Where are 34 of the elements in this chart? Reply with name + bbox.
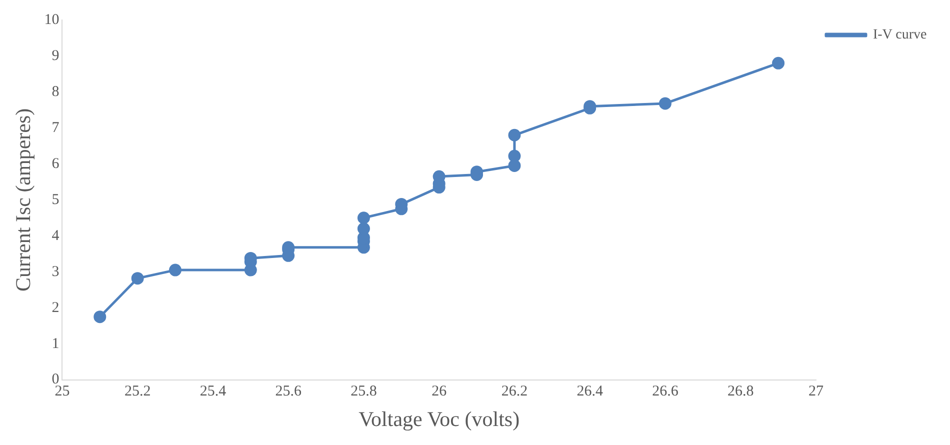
point [357, 212, 370, 224]
y-tick-label: 1 [52, 336, 60, 352]
y-tick-label: 9 [52, 48, 60, 64]
y-tick-label: 10 [44, 12, 60, 28]
point [658, 97, 672, 110]
point [94, 310, 106, 324]
y-tick-label: 6 [52, 156, 60, 172]
x-tick-label: 25.2 [124, 384, 151, 400]
x-tick-label: 25 [54, 384, 70, 400]
point [508, 128, 521, 142]
point [131, 272, 144, 285]
legend-label: I-V curve [872, 28, 927, 43]
point [508, 159, 521, 172]
point [169, 264, 182, 276]
x-axis-title: Voltage Voc (volts) [358, 406, 520, 431]
x-tick-label: 26 [432, 384, 448, 400]
y-tick-label: 4 [52, 228, 60, 244]
y-tick-label: 5 [52, 192, 60, 208]
y-tick-label: 8 [52, 84, 60, 100]
point [772, 56, 785, 70]
x-tick-label: 26.8 [727, 384, 754, 400]
y-tick-label: 2 [52, 300, 60, 316]
x-tick-label: 25.8 [350, 384, 377, 400]
x-tick-label: 26.2 [501, 384, 528, 400]
x-tick-label: 25.4 [200, 384, 227, 400]
y-axis-title: Current Isc (amperes) [11, 108, 36, 292]
point [357, 222, 370, 235]
x-tick-label: 26.6 [652, 384, 679, 400]
x-tick-label: 26.4 [576, 384, 604, 400]
y-tick-label: 3 [52, 264, 60, 280]
y-tick-label: 7 [52, 120, 60, 136]
x-tick-label: 25.6 [275, 384, 302, 400]
x-tick-label: 27 [808, 384, 824, 400]
point [508, 150, 521, 162]
